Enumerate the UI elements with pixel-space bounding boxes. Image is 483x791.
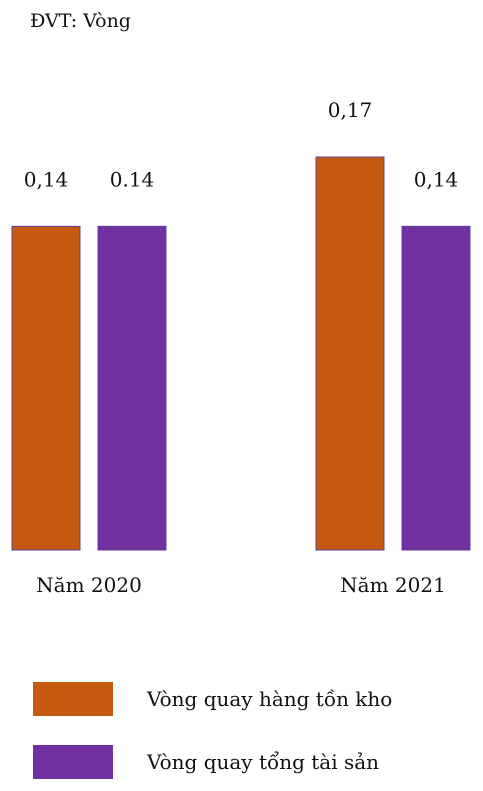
bar-total-asset-turnover-1 xyxy=(97,225,167,551)
chart-unit-label: ĐVT: Vòng xyxy=(30,10,131,32)
data-label-total-asset-turnover-1: 0.14 xyxy=(110,167,155,191)
data-label-inventory-turnover-1: 0,14 xyxy=(24,167,69,191)
bar-chart: 0,14 0.14 Năm 2020 0,17 0,14 Năm 2021 xyxy=(11,98,471,597)
data-label-inventory-turnover-2: 0,17 xyxy=(328,98,373,122)
data-label-total-asset-turnover-2: 0,14 xyxy=(414,167,459,191)
bar-inventory-turnover-1 xyxy=(11,225,81,551)
legend-item-total-asset-turnover: Vòng quay tổng tài sản xyxy=(33,745,379,779)
bar-inventory-turnover-2 xyxy=(315,156,385,551)
category-label-2: Năm 2021 xyxy=(340,573,446,597)
bar-total-asset-turnover-2 xyxy=(401,225,471,551)
legend-swatch-total-asset-turnover xyxy=(33,745,113,779)
category-label-1: Năm 2020 xyxy=(36,573,142,597)
legend-item-inventory-turnover: Vòng quay hàng tồn kho xyxy=(33,682,392,716)
legend-swatch-inventory-turnover xyxy=(33,682,113,716)
legend-label-inventory-turnover: Vòng quay hàng tồn kho xyxy=(147,687,393,711)
legend-label-total-asset-turnover: Vòng quay tổng tài sản xyxy=(147,750,380,774)
